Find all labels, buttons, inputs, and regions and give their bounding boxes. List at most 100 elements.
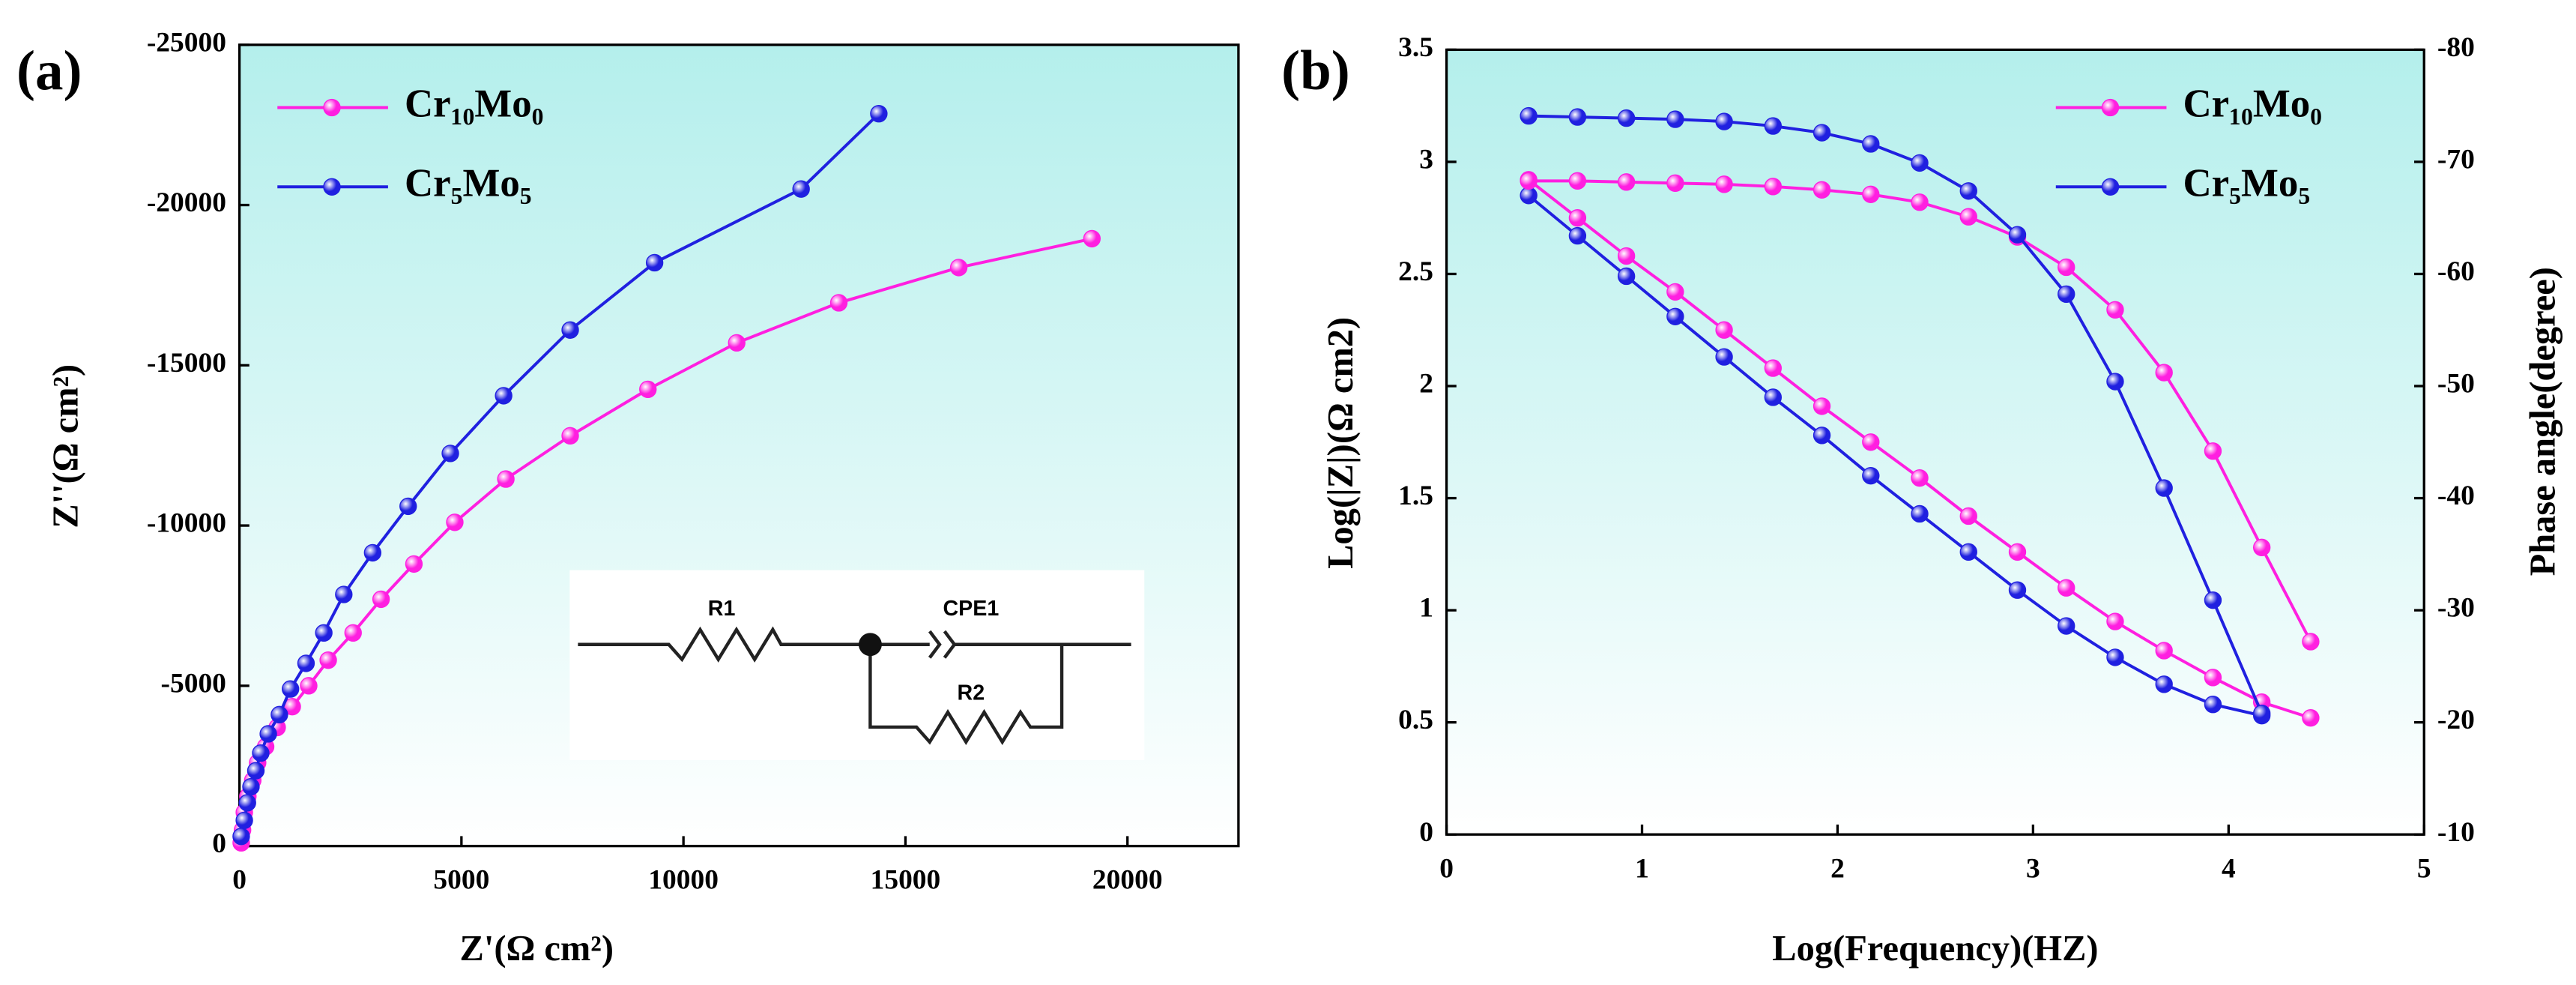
- x-axis-title: Log(Frequency)(HZ): [1772, 929, 2098, 969]
- data-point: [949, 259, 968, 277]
- data-point: [1617, 247, 1636, 265]
- x-tick-label: 5: [2417, 853, 2431, 884]
- panel-label: (a): [16, 40, 82, 102]
- y2-tick-label: -70: [2437, 145, 2475, 175]
- data-point: [2155, 642, 2173, 660]
- y2-tick-label: -50: [2437, 369, 2475, 400]
- data-point: [561, 321, 579, 339]
- y-tick-label: 2: [1419, 369, 1433, 400]
- data-point: [1520, 172, 1538, 190]
- data-point: [238, 794, 256, 812]
- data-point: [300, 677, 318, 695]
- x-tick-label: 10000: [648, 865, 719, 896]
- data-point: [1666, 307, 1684, 325]
- y2-tick-label: -60: [2437, 256, 2475, 287]
- plot-frame: [1445, 48, 2425, 836]
- data-point: [792, 180, 810, 198]
- data-point: [1764, 117, 1783, 135]
- data-point: [372, 590, 390, 609]
- y2-tick-label: -10: [2437, 817, 2475, 848]
- data-point: [1959, 208, 1977, 226]
- x-axis-title: Z'(Ω cm²): [460, 929, 614, 969]
- data-point: [319, 651, 337, 669]
- data-point: [1911, 504, 1929, 523]
- data-point: [441, 445, 459, 463]
- data-point: [363, 543, 382, 562]
- y2-tick-label: -40: [2437, 481, 2475, 511]
- data-point: [1666, 283, 1684, 301]
- data-point: [1520, 187, 1538, 205]
- data-point: [2106, 373, 2124, 391]
- x-tick-label: 0: [1439, 853, 1454, 884]
- data-point: [2252, 538, 2271, 557]
- data-point: [1715, 348, 1733, 366]
- data-point: [639, 380, 657, 399]
- circuit-inset: R1 CPE1 R2: [569, 570, 1145, 761]
- y-tick-label: 0: [212, 828, 226, 859]
- y2-axis-title: Phase angle(degree): [2523, 267, 2563, 576]
- data-point: [561, 427, 579, 445]
- data-point: [1764, 178, 1783, 196]
- data-point: [344, 624, 362, 642]
- y-tick-label: 3.5: [1398, 32, 1433, 63]
- data-point: [1959, 507, 1977, 525]
- y2-tick-label: -30: [2437, 593, 2475, 624]
- data-point: [2008, 581, 2027, 599]
- x-tick-label: 15000: [871, 865, 941, 896]
- data-point: [2008, 543, 2027, 561]
- data-point: [2302, 708, 2320, 727]
- data-point: [1911, 193, 1929, 211]
- y2-tick-label: -80: [2437, 32, 2475, 63]
- data-point: [1862, 135, 1880, 153]
- cpe-symbol: [928, 630, 942, 659]
- data-point: [2252, 705, 2271, 723]
- data-point: [1862, 466, 1880, 485]
- data-point: [270, 705, 288, 724]
- data-point: [235, 811, 253, 830]
- data-point: [1862, 433, 1880, 451]
- y-tick-label: -20000: [147, 187, 226, 218]
- x-tick-label: 5000: [433, 865, 489, 896]
- y-tick-label: -25000: [147, 27, 226, 58]
- data-point: [1617, 109, 1636, 127]
- data-point: [1666, 174, 1684, 193]
- data-point: [1617, 267, 1636, 286]
- legend-marker: [323, 178, 341, 196]
- x-tick-label: 0: [232, 865, 247, 896]
- inset-label: R2: [958, 681, 985, 705]
- data-point: [242, 777, 260, 796]
- data-point: [1959, 182, 1977, 200]
- legend-label: Cr₅Mo₅: [405, 161, 532, 205]
- data-point: [1666, 110, 1684, 128]
- data-point: [2058, 579, 2075, 597]
- data-point: [2204, 669, 2222, 687]
- y-tick-label: -5000: [161, 668, 226, 699]
- data-point: [1812, 181, 1831, 199]
- y-tick-label: 2.5: [1398, 256, 1433, 287]
- data-point: [1568, 172, 1587, 190]
- data-point: [2106, 648, 2124, 666]
- y2-tick-label: -20: [2437, 705, 2475, 735]
- plot-frame: [238, 43, 1240, 848]
- data-point: [1568, 226, 1587, 245]
- data-point: [1911, 154, 1929, 172]
- legend-marker: [323, 98, 341, 117]
- x-tick-label: 20000: [1092, 865, 1163, 896]
- data-point: [2204, 442, 2222, 460]
- x-tick-label: 4: [2222, 853, 2236, 884]
- data-point: [1083, 229, 1101, 248]
- data-point: [2058, 285, 2075, 304]
- legend-label: Cr₁₀Mo₀: [405, 82, 544, 126]
- circuit: [578, 626, 1131, 746]
- data-point: [495, 387, 513, 405]
- series-line: [1527, 194, 2263, 717]
- data-point: [1764, 359, 1783, 377]
- data-point: [282, 680, 300, 698]
- y-tick-label: 0.5: [1398, 705, 1433, 735]
- data-point: [247, 762, 265, 780]
- legend-label: Cr₁₀Mo₀: [2183, 82, 2322, 126]
- data-point: [497, 470, 515, 488]
- data-point: [399, 497, 417, 516]
- node: [859, 633, 882, 657]
- data-point: [232, 828, 250, 846]
